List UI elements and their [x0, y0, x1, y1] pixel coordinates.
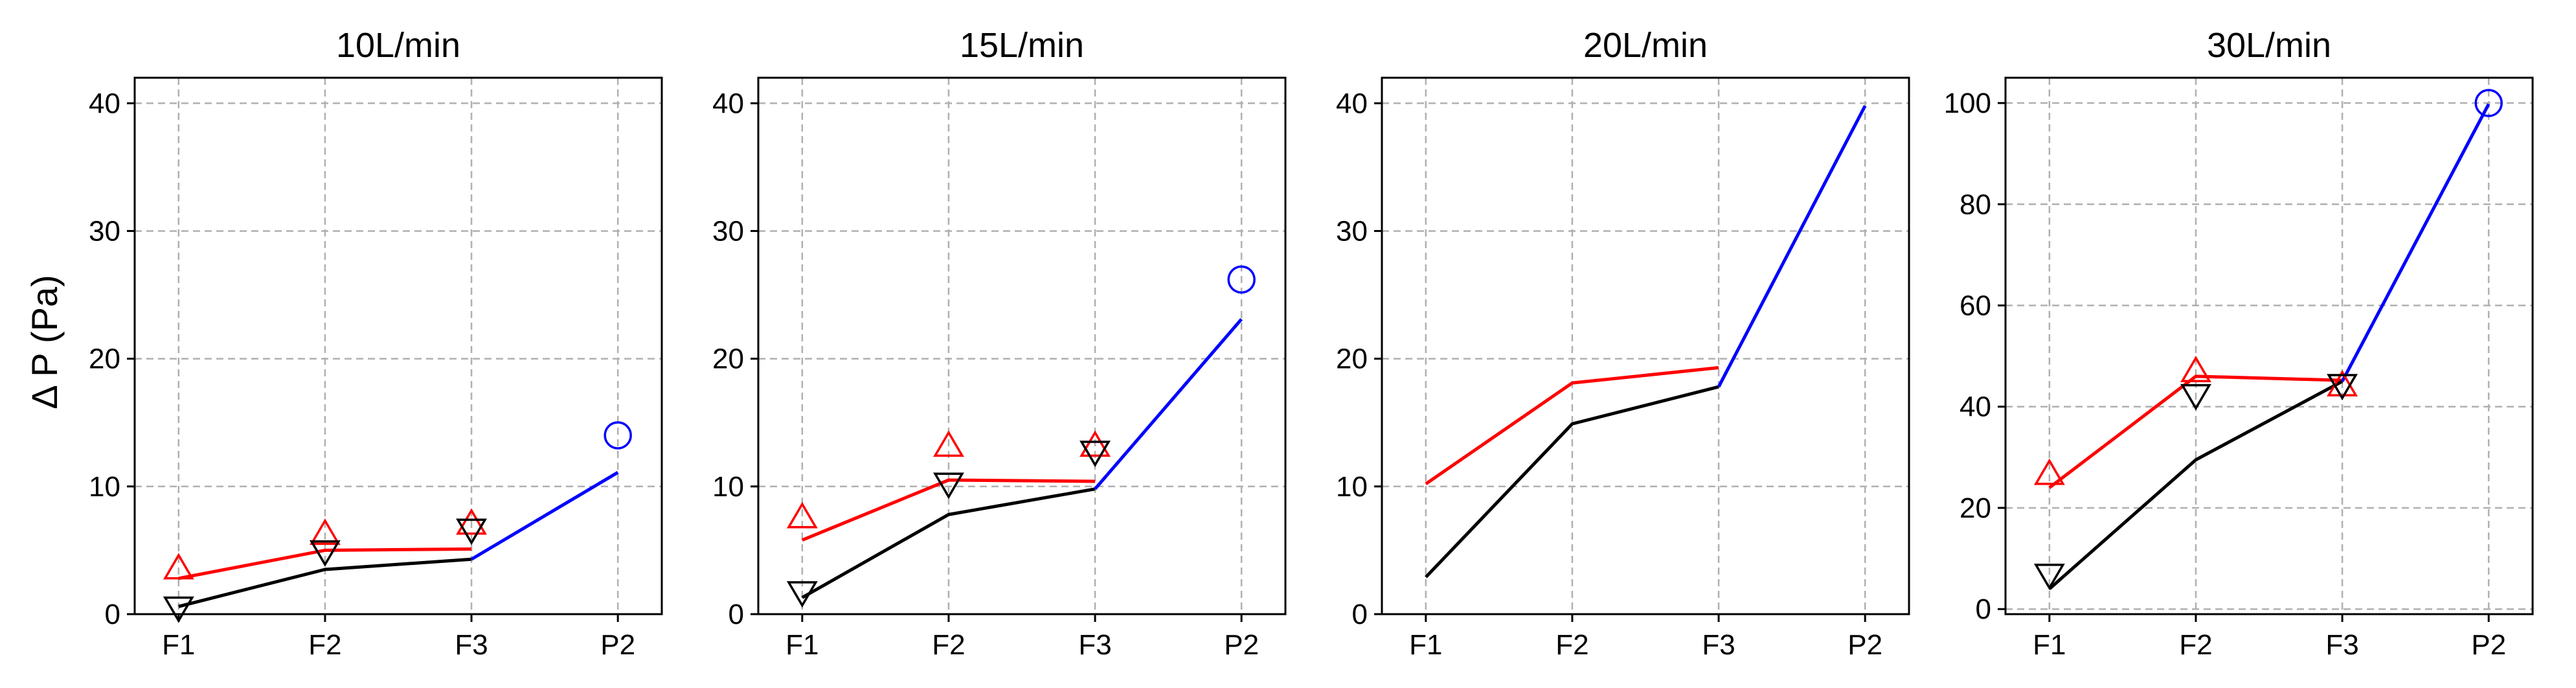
x-tick-label: P2: [2471, 629, 2506, 661]
y-tick-label: 80: [1960, 189, 1991, 220]
data-point-circle: [1227, 265, 1256, 294]
data-point-circle: [604, 421, 632, 450]
series-line: [2340, 103, 2491, 382]
plot-frame: [133, 76, 663, 615]
series-line: [178, 547, 472, 580]
data-point-circle: [2474, 89, 2503, 117]
y-tick-label: 40: [712, 87, 744, 119]
data-point-triangle-down: [2033, 564, 2065, 590]
x-tick-label: F1: [162, 629, 195, 661]
y-tick-label: 40: [1336, 87, 1368, 119]
y-tick-label: 20: [1336, 343, 1368, 375]
data-point-triangle-down: [2180, 384, 2211, 411]
series-line: [1425, 385, 1719, 579]
y-tick-label: 20: [1960, 492, 1991, 524]
series-line: [1094, 317, 1243, 490]
series-line: [1717, 105, 1867, 388]
y-tick-label: 10: [89, 471, 120, 503]
data-point-triangle-up: [163, 553, 194, 580]
y-tick-label: 10: [712, 471, 744, 503]
x-tick-label: F3: [2325, 629, 2358, 661]
data-point-triangle-up: [786, 501, 818, 529]
x-tick-label: F3: [1078, 629, 1111, 661]
chart-panel-2: 15L/min F1 F2 F3 P2 0 10 20 30 40: [712, 26, 1287, 661]
data-point-triangle-up: [456, 508, 488, 535]
series-line: [2048, 380, 2344, 590]
y-tick-label: 20: [712, 343, 744, 375]
y-tick-label: 30: [1336, 216, 1368, 247]
series-line: [2048, 374, 2343, 489]
plot-frame: [757, 76, 1287, 615]
x-tick-label: F2: [308, 629, 341, 661]
x-tick-label: F2: [1555, 629, 1588, 661]
x-tick-label: F3: [1702, 629, 1735, 661]
x-tick-label: P2: [1224, 629, 1259, 661]
y-tick-label: 0: [1976, 593, 1991, 625]
x-tick-label: F1: [1409, 629, 1442, 661]
data-point-triangle-down: [163, 596, 194, 623]
chart-title: 30L/min: [2207, 26, 2331, 65]
x-tick-label: F1: [2033, 629, 2066, 661]
y-tick-label: 20: [89, 343, 120, 375]
chart-panel-3: 20L/min F1 F2 F3 P2 0 10 20 30 40: [1336, 26, 1910, 661]
series-line: [801, 478, 1096, 542]
chart-panel-4: 30L/min F1 F2 F3 P2 0 20 40 60 80 100: [1944, 26, 2534, 661]
data-point-triangle-down: [932, 472, 964, 499]
x-tick-label: F2: [932, 629, 965, 661]
data-point-triangle-up: [309, 518, 341, 545]
y-tick-label: 40: [89, 87, 120, 119]
data-point-triangle-up: [1079, 430, 1111, 457]
series-line: [470, 471, 619, 561]
y-tick-label: 30: [712, 216, 744, 247]
y-tick-label: 100: [1944, 87, 1991, 119]
x-tick-label: F2: [2179, 629, 2212, 661]
chart-title: 15L/min: [960, 26, 1084, 65]
y-tick-label: 60: [1960, 290, 1991, 322]
data-point-triangle-up: [2033, 458, 2065, 485]
data-point-triangle-down: [456, 518, 488, 545]
x-tick-label: P2: [1847, 629, 1882, 661]
data-point-triangle-down: [309, 540, 341, 567]
y-tick-label: 0: [729, 599, 744, 630]
data-point-triangle-down: [1079, 441, 1111, 468]
data-point-triangle-up: [2180, 356, 2211, 383]
x-tick-label: F1: [785, 629, 819, 661]
y-tick-label: 30: [89, 216, 120, 247]
data-point-triangle-up: [932, 430, 964, 457]
chart-title: 20L/min: [1583, 26, 1708, 65]
series-line: [801, 487, 1096, 599]
chart-title: 10L/min: [336, 26, 460, 65]
x-tick-label: F3: [455, 629, 488, 661]
chart-panel-1: 10L/min F1 F2 F3 P2 0 10 20 30 40: [89, 26, 663, 661]
y-tick-label: 0: [105, 599, 120, 630]
data-point-triangle-down: [2327, 374, 2358, 401]
data-point-triangle-down: [786, 581, 818, 608]
y-axis-label: Δ P (Pa): [24, 275, 65, 409]
y-tick-label: 40: [1960, 391, 1991, 423]
plot-frame: [1381, 76, 1910, 615]
data-point-triangle-up: [2327, 370, 2358, 396]
x-tick-label: P2: [600, 629, 635, 661]
series-line: [1425, 366, 1719, 485]
plot-frame: [2004, 76, 2534, 615]
y-tick-label: 0: [1352, 599, 1368, 630]
y-tick-label: 10: [1336, 471, 1368, 503]
series-line: [178, 557, 472, 608]
